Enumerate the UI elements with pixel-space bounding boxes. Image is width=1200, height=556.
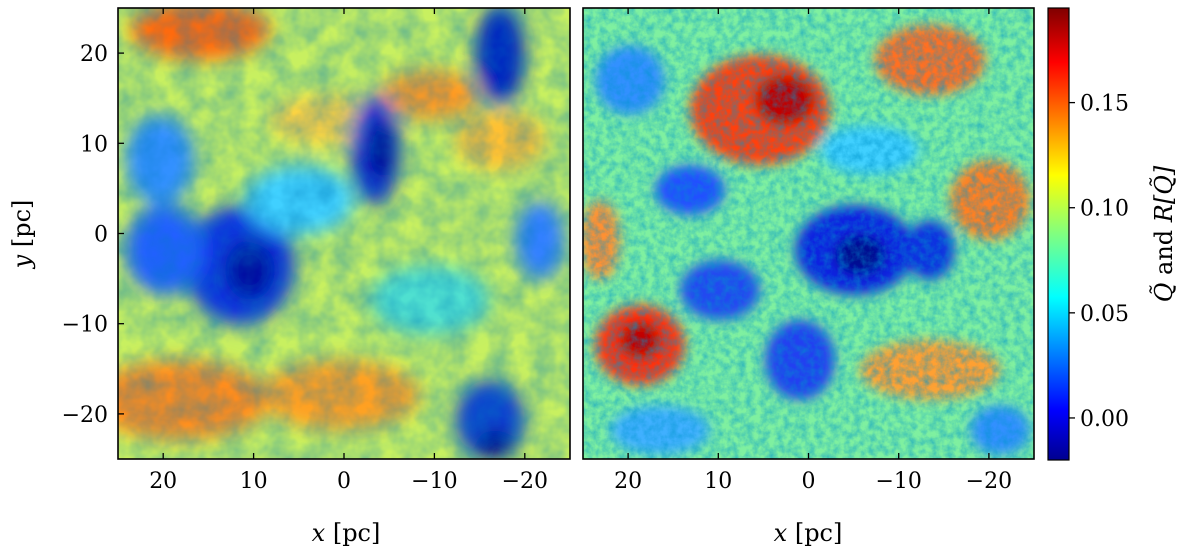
right-xtick-label: 0 bbox=[802, 469, 816, 494]
left-ytick-label: 10 bbox=[80, 132, 108, 157]
left-x-axis-label: x [pc] bbox=[312, 519, 381, 547]
left-xtick-label: −10 bbox=[411, 469, 457, 494]
colorbar bbox=[1047, 7, 1070, 461]
left-xtick-label: 20 bbox=[149, 469, 177, 494]
right-xtick-label: −20 bbox=[966, 469, 1012, 494]
right-xtick-label: 20 bbox=[614, 469, 642, 494]
colorbar-label: Q̃ and R[Q̃] bbox=[1150, 165, 1178, 302]
right-x-axis-label: x [pc] bbox=[774, 519, 843, 547]
right-heatmap bbox=[583, 8, 1034, 459]
colorbar-tick-label: 0.05 bbox=[1080, 302, 1129, 327]
colorbar-tick-label: 0.00 bbox=[1080, 407, 1129, 432]
colorbar-tick-label: 0.15 bbox=[1080, 92, 1129, 117]
colorbar-tick-label: 0.10 bbox=[1080, 197, 1129, 222]
left-xtick-label: 0 bbox=[337, 469, 351, 494]
left-xtick-label: −20 bbox=[502, 469, 548, 494]
left-ytick-label: 20 bbox=[80, 42, 108, 67]
right-xtick-label: −10 bbox=[875, 469, 921, 494]
left-y-axis-label: y [pc] bbox=[8, 200, 36, 270]
right-xtick-label: 10 bbox=[704, 469, 732, 494]
left-ytick-label: 0 bbox=[94, 223, 108, 248]
left-ytick-label: −10 bbox=[62, 313, 108, 338]
left-heatmap bbox=[118, 8, 570, 459]
left-ytick-label: −20 bbox=[62, 403, 108, 428]
left-xtick-label: 10 bbox=[240, 469, 268, 494]
